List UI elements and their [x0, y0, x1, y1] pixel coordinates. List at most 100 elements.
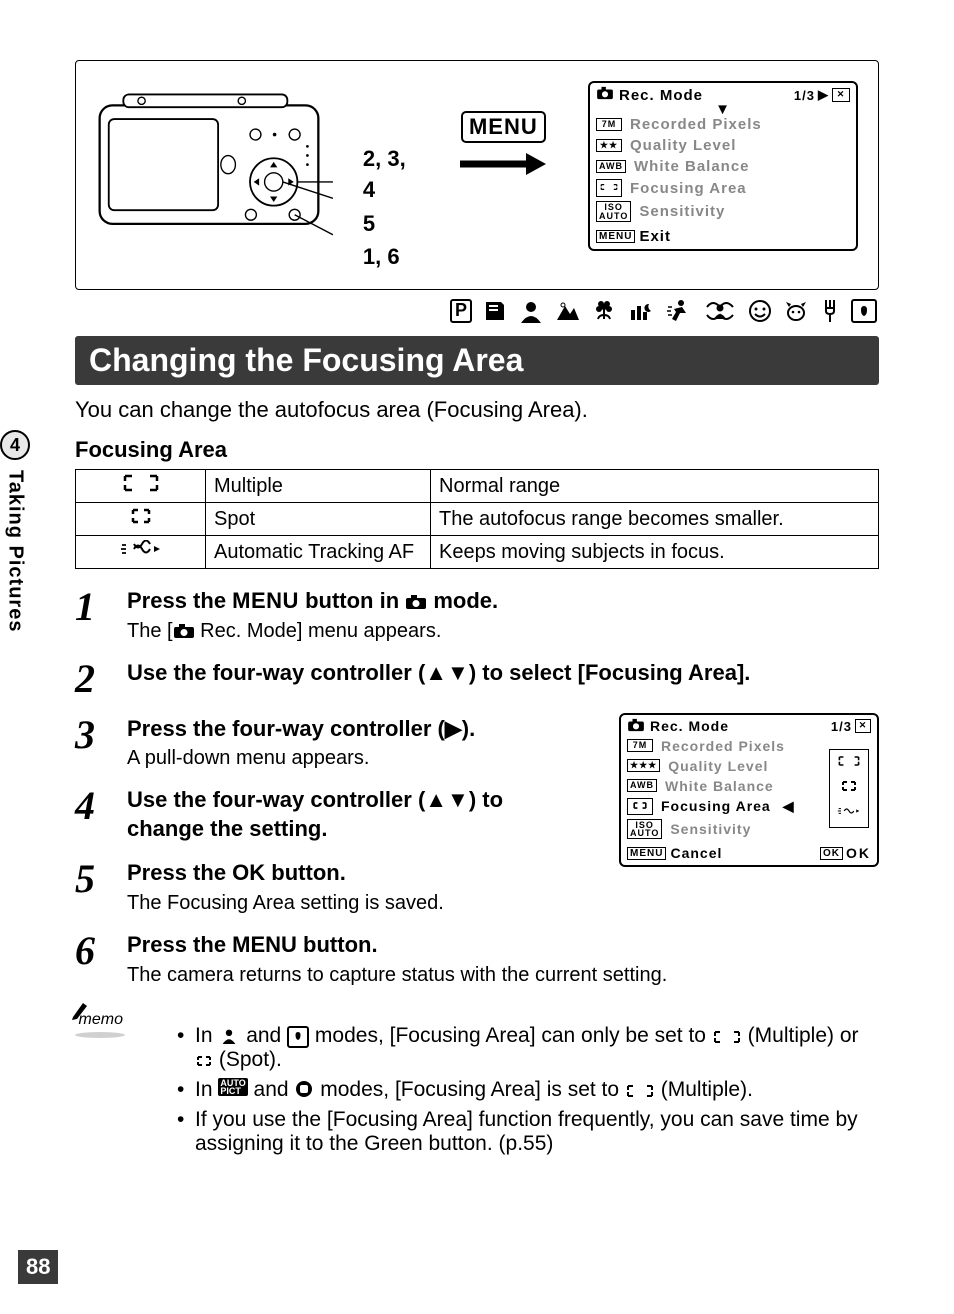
side-tab: 4 Taking Pictures — [0, 430, 30, 632]
screen-page: 1/3 — [831, 719, 852, 734]
screen-title: Rec. Mode — [650, 718, 729, 734]
row-icon: ISOAUTO — [627, 819, 662, 839]
step-4: 4 Use the four-way controller (▲▼) to ch… — [75, 786, 601, 843]
mode-landscape-icon — [555, 300, 581, 322]
table-cell: Normal range — [431, 470, 879, 503]
menu-item: Quality Level — [630, 137, 736, 154]
mode-frame-icon — [851, 299, 877, 323]
mode-portrait-icon — [518, 299, 544, 323]
step-desc: The camera returns to capture status wit… — [127, 964, 879, 987]
step-2: 2 Use the four-way controller (▲▼) to se… — [75, 659, 879, 699]
menu-mini-label: MENU — [596, 230, 635, 243]
step-desc: The [ Rec. Mode] menu appears. — [127, 620, 879, 643]
step-label: 1, 6 — [363, 242, 419, 273]
menu-item: Focusing Area — [630, 180, 747, 197]
table-cell: The autofocus range becomes smaller. — [431, 503, 879, 536]
step-title: Press the OK button. — [127, 859, 601, 888]
memo-item: In AUTOPICT and modes, [Focusing Area] i… — [177, 1078, 879, 1102]
menu-button-pill: MENU — [461, 111, 546, 143]
row-icon: 7M — [627, 739, 653, 752]
camera-icon — [173, 620, 195, 642]
menu-item: Recorded Pixels — [630, 116, 762, 133]
camera-icon — [627, 718, 645, 735]
green-mode-icon — [294, 1078, 314, 1101]
mode-sport-icon — [666, 299, 692, 323]
step-title: Press the MENU button in mode. — [127, 587, 879, 616]
focus-multi-icon — [712, 1024, 742, 1047]
camera-icon — [405, 588, 427, 613]
focus-spot-icon — [195, 1048, 213, 1071]
row-icon — [627, 798, 653, 815]
focus-multi-icon — [837, 754, 861, 773]
step-label: 5 — [363, 209, 419, 240]
menu-item: Recorded Pixels — [661, 738, 785, 754]
frame-mode-icon — [287, 1026, 309, 1048]
step-number: 3 — [75, 715, 105, 771]
menu-arrow: MENU — [449, 111, 558, 184]
arrow-right-icon — [458, 149, 548, 184]
focus-track-icon — [837, 804, 861, 823]
mode-smile-icon — [748, 299, 772, 323]
diagram-step-labels: 2, 3, 4 5 1, 6 — [363, 81, 419, 276]
screen-title: Rec. Mode — [619, 87, 703, 104]
intro-text: You can change the autofocus area (Focus… — [75, 397, 879, 423]
step-6: 6 Press the MENU button. The camera retu… — [75, 931, 879, 987]
step-number: 1 — [75, 587, 105, 643]
mode-food-icon — [820, 298, 840, 324]
step-title: Press the MENU button. — [127, 931, 879, 960]
step-number: 2 — [75, 659, 105, 699]
row-icon: 7M — [596, 118, 622, 131]
camera-illustration — [96, 81, 333, 261]
right-arrow-icon: ▶ — [818, 87, 829, 103]
footer-label: Exit — [639, 228, 671, 245]
ok-mini-label: OK — [820, 847, 843, 860]
menu-item: Sensitivity — [670, 821, 751, 837]
menu-item: White Balance — [634, 158, 750, 175]
mode-soundstage-icon — [703, 299, 737, 323]
mode-flower-icon — [592, 299, 616, 323]
table-cell: Spot — [206, 503, 431, 536]
step-number: 4 — [75, 786, 105, 843]
menu-mini-label: MENU — [627, 847, 666, 860]
rec-mode-screen-1: Rec. Mode 1/3 ▶ ✕ ▼ 7MRecorded Pixels ★★… — [588, 81, 858, 251]
memo-item: In and modes, [Focusing Area] can only b… — [177, 1024, 879, 1072]
footer-label: Cancel — [670, 845, 722, 861]
focus-multi-icon — [625, 1078, 655, 1101]
chapter-number: 4 — [0, 430, 30, 460]
focus-track-icon — [76, 536, 206, 569]
step-title: Use the four-way controller (▲▼) to sele… — [127, 659, 879, 688]
step-5: 5 Press the OK button. The Focusing Area… — [75, 859, 601, 915]
mode-icon-row: P — [75, 290, 879, 336]
step-label: 2, 3, 4 — [363, 144, 419, 206]
focus-spot-icon — [837, 779, 861, 798]
page-number: 88 — [18, 1250, 58, 1284]
focus-multi-icon — [76, 470, 206, 503]
portrait-mode-icon — [218, 1024, 240, 1047]
step-title: Use the four-way controller (▲▼) to chan… — [127, 786, 567, 843]
top-diagram: 2, 3, 4 5 1, 6 MENU Rec. Mode 1/3 ▶ — [75, 60, 879, 290]
mode-pet-icon — [783, 299, 809, 323]
section-title-bar: Changing the Focusing Area — [75, 336, 879, 385]
memo-box: memo In and modes, [Focusing Area] can o… — [75, 1003, 879, 1183]
row-icon: AWB — [596, 160, 626, 173]
menu-item: White Balance — [665, 778, 774, 794]
step-number: 6 — [75, 931, 105, 987]
mode-note-icon — [483, 299, 507, 323]
row-icon: ★★★ — [627, 759, 660, 772]
row-icon: ★★ — [596, 139, 622, 152]
row-icon: ISOAUTO — [596, 201, 631, 221]
memo-list: In and modes, [Focusing Area] can only b… — [137, 1024, 879, 1162]
step-number: 5 — [75, 859, 105, 915]
step-3: 3 Press the four-way controller (▶). A p… — [75, 715, 601, 771]
table-cell: Automatic Tracking AF — [206, 536, 431, 569]
memo-item: If you use the [Focusing Area] function … — [177, 1108, 879, 1156]
memo-label: memo — [75, 1003, 123, 1038]
menu-item-active: Focusing Area — [661, 798, 771, 814]
auto-pict-icon: AUTOPICT — [218, 1078, 247, 1096]
step-desc: The Focusing Area setting is saved. — [127, 892, 601, 915]
chapter-title: Taking Pictures — [4, 470, 27, 632]
steps-list: 1 Press the MENU button in mode. The [ R… — [75, 587, 879, 987]
tool-icon: ✕ — [832, 88, 850, 101]
focus-dropdown — [829, 749, 869, 828]
step-1: 1 Press the MENU button in mode. The [ R… — [75, 587, 879, 643]
